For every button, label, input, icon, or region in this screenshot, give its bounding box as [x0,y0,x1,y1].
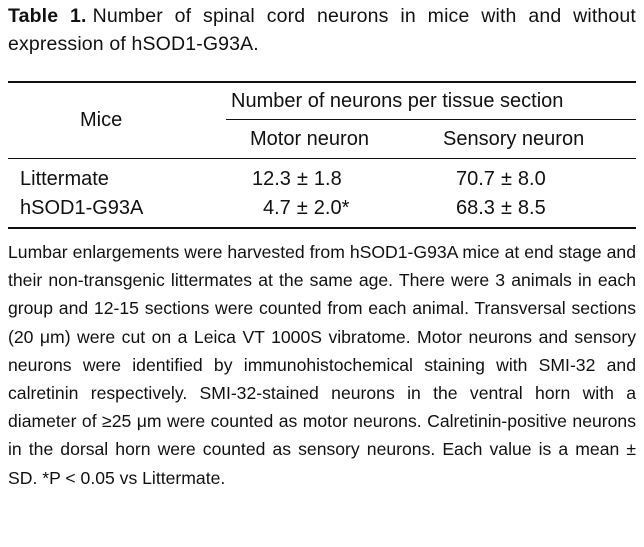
table-row-1-mice: Littermate [20,168,109,190]
header-bottom-rule [8,158,636,159]
column-header-sensory: Sensory neuron [443,128,585,150]
table-caption: Table 1. Number of spinal cord neurons in… [8,2,636,58]
sensory-mean: 68.3 [456,197,495,219]
sensory-sd: 8.5 [517,197,546,219]
table-row-1-motor: 12.3 ±1.8 [252,167,342,191]
table-row-1-sensory: 70.7 ±8.0 [456,167,546,191]
motor-sd: 2.0* [313,197,350,219]
caption-text: Number of spinal cord neurons in mice wi… [8,5,636,55]
motor-sd: 1.8 [313,168,342,190]
table-row-2-motor: 4.7 ±2.0* [263,196,349,220]
column-header-motor: Motor neuron [250,128,369,150]
table-top-rule [8,81,636,83]
motor-mean: 12.3 [252,168,291,190]
table-label: Table 1. [8,5,87,27]
sensory-sd: 8.0 [517,168,546,190]
table-footnote: Lumbar enlargements were harvested from … [8,242,636,488]
plus-minus-symbol: ± [296,197,308,219]
sensory-mean: 70.7 [456,168,495,190]
table-row-2-mice: hSOD1-G93A [20,197,144,219]
motor-mean: 4.7 [263,197,291,219]
table-row-2-sensory: 68.3 ±8.5 [456,196,546,220]
table-bottom-rule [8,227,636,229]
column-header-mice: Mice [80,109,123,131]
group-header-rule [226,119,636,120]
plus-minus-symbol: ± [500,197,512,219]
plus-minus-symbol: ± [500,168,512,190]
column-group-header: Number of neurons per tissue section [231,90,564,112]
plus-minus-symbol: ± [296,168,308,190]
